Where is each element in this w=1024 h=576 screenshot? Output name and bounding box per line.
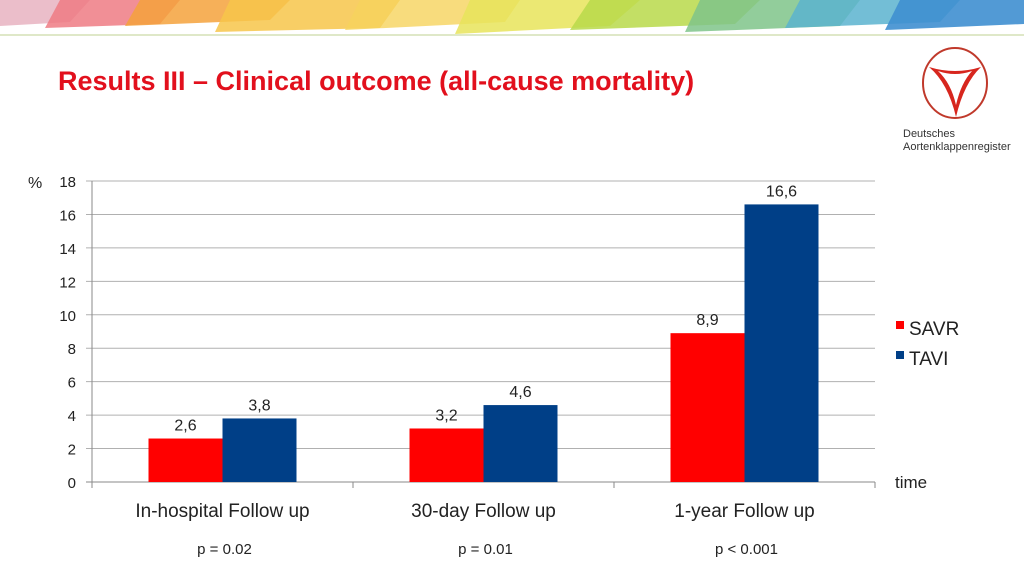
- y-tick-label: 6: [68, 375, 76, 392]
- data-label: 8,9: [696, 312, 718, 329]
- bar-tavi: [483, 405, 558, 482]
- data-label: 3,2: [435, 407, 457, 424]
- page-title: Results III – Clinical outcome (all-caus…: [58, 66, 695, 96]
- registry-name-line2: Aortenklappenregister: [903, 141, 1011, 153]
- header-banner: [0, 0, 1024, 36]
- y-tick-label: 2: [68, 442, 76, 459]
- mortality-bar-chart: 0 2 4 6 8 10 12 14 16 18 % 2,6 3,8 3,2 4,6 8,9 16,6 In…: [28, 174, 959, 558]
- bar-savr: [409, 428, 484, 482]
- legend-swatch-savr: [896, 321, 904, 329]
- x-axis-categories: In-hospital Follow up 30-day Follow up 1-y…: [135, 501, 814, 522]
- p-value: p < 0.001: [715, 541, 778, 558]
- p-value: p = 0.01: [458, 541, 513, 558]
- data-label: 2,6: [174, 418, 196, 435]
- data-label: 16,6: [766, 183, 797, 200]
- x-category-label: 30-day Follow up: [411, 501, 556, 522]
- y-tick-label: 8: [68, 341, 76, 358]
- bar-savr: [670, 333, 745, 482]
- bar-tavi: [744, 204, 819, 482]
- y-tick-label: 14: [59, 241, 76, 258]
- y-axis-label: %: [28, 175, 42, 192]
- y-tick-label: 12: [59, 274, 76, 291]
- data-label: 3,8: [248, 397, 270, 414]
- bar-tavi: [222, 418, 297, 482]
- data-label: 4,6: [509, 384, 531, 401]
- y-tick-label: 10: [59, 308, 76, 325]
- y-tick-label: 4: [68, 408, 76, 425]
- y-tick-label: 16: [59, 207, 76, 224]
- y-axis-ticks: 0 2 4 6 8 10 12 14 16 18: [59, 174, 76, 492]
- legend-label-tavi: TAVI: [909, 349, 948, 370]
- data-labels: 2,6 3,8 3,2 4,6 8,9 16,6: [174, 183, 797, 434]
- registry-name-line1: Deutsches: [903, 128, 955, 140]
- y-tick-label: 0: [68, 475, 76, 492]
- y-tick-label: 18: [59, 174, 76, 191]
- p-value-annotations: p = 0.02 p = 0.01 p < 0.001: [197, 541, 778, 558]
- x-category-label: In-hospital Follow up: [135, 501, 309, 522]
- bar-savr: [148, 438, 223, 482]
- legend-swatch-tavi: [896, 351, 904, 359]
- p-value: p = 0.02: [197, 541, 252, 558]
- bars: [148, 204, 819, 482]
- x-axis-label: time: [895, 473, 927, 492]
- registry-name: Deutsches Aortenklappenregister: [903, 128, 1024, 154]
- legend: SAVR TAVI: [896, 319, 959, 370]
- x-category-label: 1-year Follow up: [674, 501, 814, 522]
- legend-label-savr: SAVR: [909, 319, 959, 340]
- registry-logo: [922, 47, 988, 119]
